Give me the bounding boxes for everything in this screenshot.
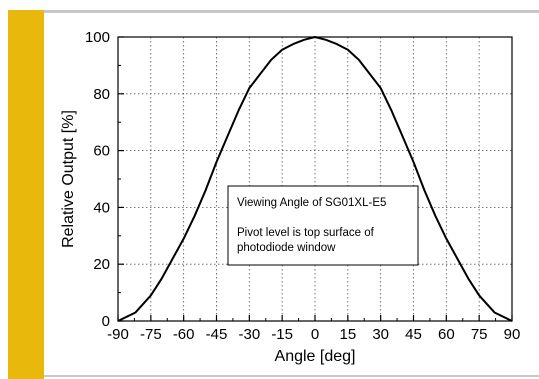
accent-bar xyxy=(8,10,44,379)
x-tick-label: -90 xyxy=(107,326,129,343)
x-tick-label: 45 xyxy=(405,326,422,343)
x-tick-label: 75 xyxy=(471,326,488,343)
x-tick-label: -75 xyxy=(140,326,162,343)
axis-ticks xyxy=(117,36,513,322)
annotation-frame xyxy=(227,185,419,266)
y-tick-label: 60 xyxy=(93,143,110,160)
y-tick-label: 100 xyxy=(85,29,110,46)
series-line xyxy=(117,36,513,322)
x-tick-label: 60 xyxy=(438,326,455,343)
x-tick-label: 90 xyxy=(504,326,521,343)
y-tick-label: 0 xyxy=(102,313,110,330)
y-tick-label: 40 xyxy=(93,199,110,216)
grid-lines xyxy=(118,37,512,321)
y-tick-label: 20 xyxy=(93,256,110,273)
annotation-line-1: Viewing Angle of SG01XL-E5 xyxy=(237,197,386,209)
y-axis-title: Relative Output [%] xyxy=(60,110,77,248)
x-axis-title: Angle [deg] xyxy=(275,348,356,365)
x-tick-label: 0 xyxy=(311,326,319,343)
annotation-box: Viewing Angle of SG01XL-E5 Pivot level i… xyxy=(227,185,419,266)
x-tick-label: -45 xyxy=(206,326,228,343)
x-tick-label: -15 xyxy=(271,326,293,343)
annotation-line-2: Pivot level is top surface of xyxy=(237,227,375,239)
tick-labels: -90 -75 -60 -45 -30 -15 0 15 30 45 60 75 90 0 20 40 60 80… xyxy=(85,29,520,343)
y-tick-label: 80 xyxy=(93,86,110,103)
x-tick-label: -30 xyxy=(238,326,260,343)
annotation-line-3: photodiode window xyxy=(237,242,336,254)
bottom-rule xyxy=(44,375,539,377)
x-tick-label: 30 xyxy=(372,326,389,343)
x-tick-label: -60 xyxy=(173,326,195,343)
top-rule xyxy=(44,10,539,13)
x-tick-label: 15 xyxy=(339,326,356,343)
